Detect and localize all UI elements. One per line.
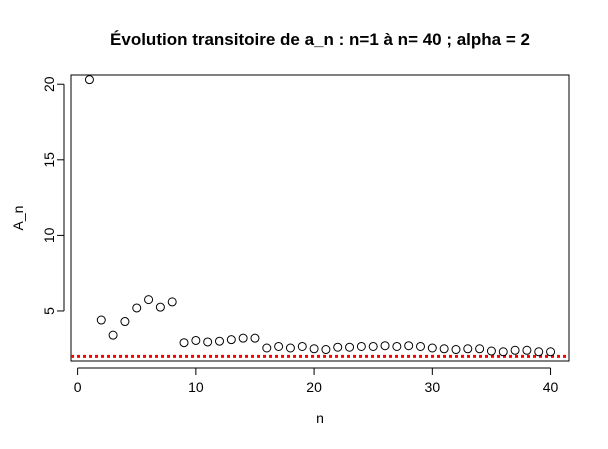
data-point [475,344,485,354]
y-axis: 5 10 15 20 [41,76,65,315]
data-point [155,302,165,312]
data-point [309,344,319,354]
data-point [96,315,106,325]
data-point [108,330,118,340]
chart-title: Évolution transitoire de a_n : n=1 à n= … [110,30,530,49]
y-tick-label: 5 [41,307,57,315]
data-point [404,341,414,351]
data-point [167,297,177,307]
data-point [84,75,94,85]
data-point [274,341,284,351]
data-point [132,303,142,313]
data-point [285,343,295,353]
data-point [486,346,496,356]
data-point [356,341,366,351]
data-point [498,347,508,357]
data-point [191,335,201,345]
data-point [297,341,307,351]
data-point [203,337,213,347]
data-point [380,341,390,351]
data-point [427,343,437,353]
data-point [463,344,473,354]
data-point [451,345,461,355]
y-tick-label: 10 [41,227,57,243]
data-point [368,341,378,351]
plot-box [70,74,570,362]
data-point [439,344,449,354]
x-tick-label: 0 [74,379,82,395]
x-axis-label: n [316,410,324,426]
data-point [215,336,225,346]
x-tick-label: 10 [188,379,204,395]
y-tick-label: 20 [41,76,57,92]
data-point [522,345,532,355]
data-point [546,347,556,357]
y-tick-label: 15 [41,152,57,168]
data-point [510,345,520,355]
x-axis: 0 10 20 30 40 [74,367,559,395]
x-tick-label: 40 [543,379,559,395]
data-point [120,317,130,327]
data-point [415,341,425,351]
data-point [226,335,236,345]
data-point [179,338,189,348]
data-point [333,342,343,352]
data-point [392,341,402,351]
data-point [144,295,154,305]
data-points [84,75,556,357]
data-point [321,345,331,355]
data-point [345,342,355,352]
data-point [262,343,272,353]
y-axis-label: A_n [10,206,26,231]
data-point [238,333,248,343]
x-tick-label: 30 [425,379,441,395]
data-point [534,347,544,357]
data-point [250,333,260,343]
x-tick-label: 20 [306,379,322,395]
